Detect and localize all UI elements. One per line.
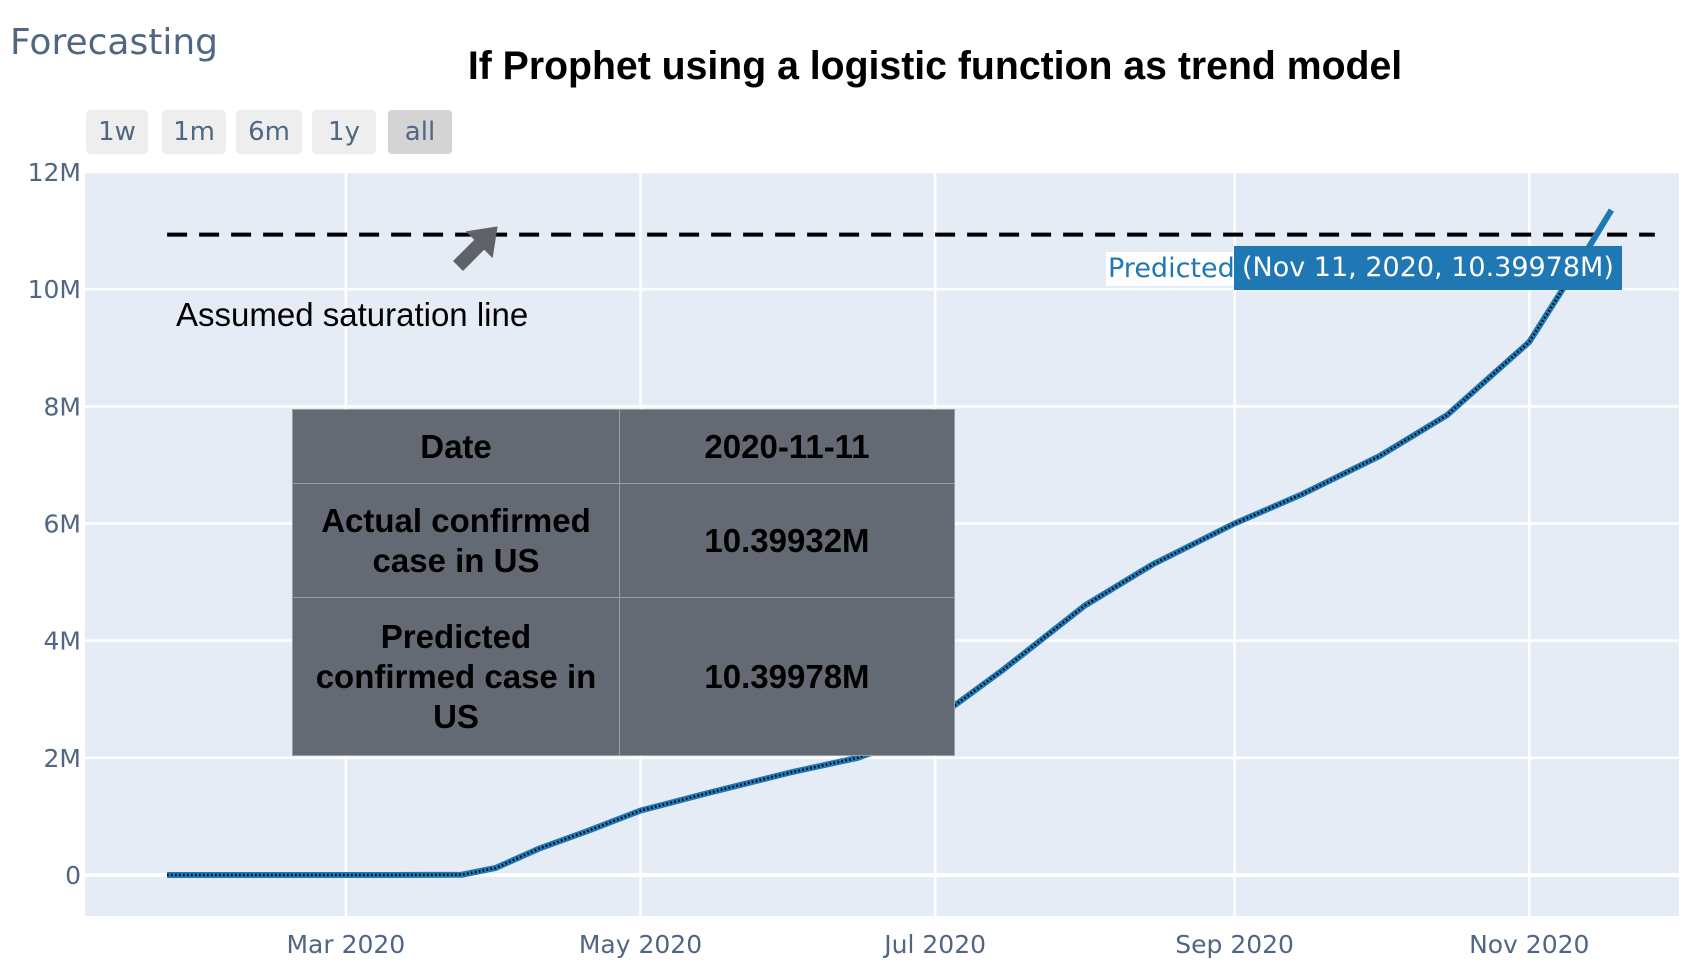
table-date-label: Date	[292, 409, 620, 484]
range-button-all[interactable]: all	[388, 110, 452, 154]
y-axis-ticks: 0 2M 4M 6M 8M 10M 12M	[28, 158, 81, 890]
range-button-1w[interactable]: 1w	[86, 110, 148, 154]
table-date-value: 2020-11-11	[619, 409, 955, 484]
table-predicted-value: 10.39978M	[619, 597, 955, 756]
table-actual-value: 10.39932M	[619, 483, 955, 598]
x-axis-ticks: Mar 2020 May 2020 Jul 2020 Sep 2020 Nov 2020	[286, 930, 1589, 959]
table-predicted-label: Predicted confirmed case in US	[292, 597, 620, 756]
y-tick-label: 8M	[44, 392, 81, 421]
chart-headline: If Prophet using a logistic function as …	[467, 44, 1403, 88]
x-tick-label: Sep 2020	[1175, 930, 1294, 959]
x-tick-label: Mar 2020	[286, 930, 405, 959]
y-tick-label: 0	[65, 861, 81, 890]
x-tick-label: Nov 2020	[1469, 930, 1589, 959]
app-title: Forecasting	[10, 22, 219, 63]
range-button-6m[interactable]: 6m	[236, 110, 302, 154]
y-tick-label: 12M	[28, 158, 81, 187]
saturation-annotation: Assumed saturation line	[176, 296, 529, 333]
hover-tooltip: (Nov 11, 2020, 10.39978M)	[1234, 246, 1622, 290]
x-tick-label: May 2020	[579, 930, 702, 959]
y-tick-label: 10M	[28, 275, 81, 304]
range-button-1m[interactable]: 1m	[162, 110, 226, 154]
hover-series-name: Predicted	[1106, 252, 1243, 286]
annotation-arrow	[453, 226, 498, 271]
table-actual-label: Actual confirmed case in US	[292, 483, 620, 598]
x-tick-label: Jul 2020	[882, 930, 986, 959]
y-tick-label: 4M	[44, 627, 81, 656]
y-tick-label: 2M	[44, 744, 81, 773]
y-tick-label: 6M	[44, 509, 81, 538]
range-button-1y[interactable]: 1y	[312, 110, 376, 154]
prediction-table: Date 2020-11-11 Actual confirmed case in…	[292, 409, 955, 756]
